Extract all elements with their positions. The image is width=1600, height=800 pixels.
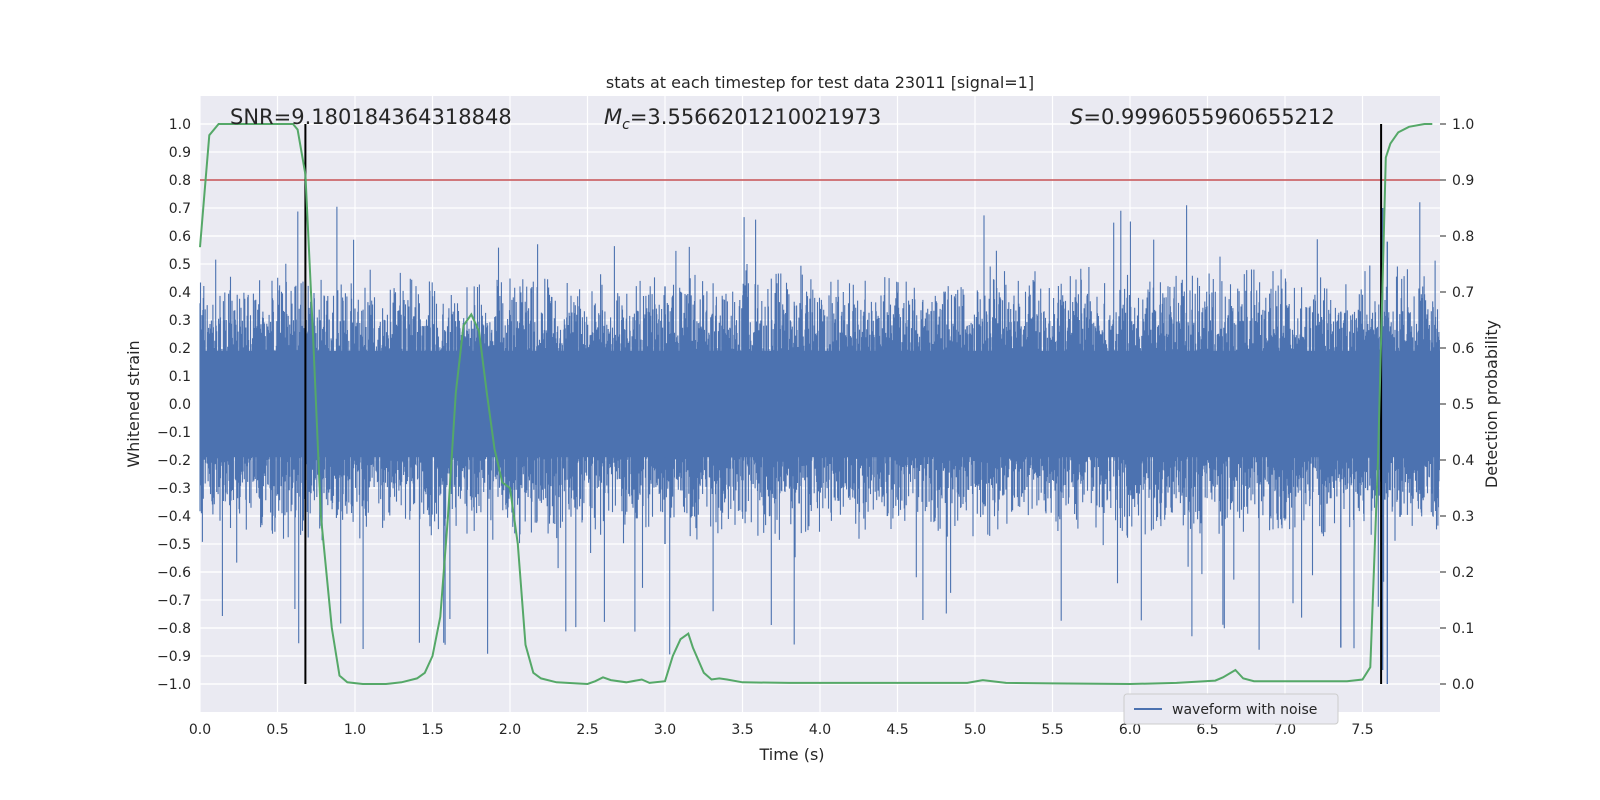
y2-tick-label: 0.8 bbox=[1452, 229, 1474, 245]
y-tick-label: −0.4 bbox=[157, 509, 191, 525]
chart-title: stats at each timestep for test data 230… bbox=[606, 73, 1034, 92]
x-tick-label: 6.0 bbox=[1119, 722, 1141, 738]
y-axis-label: Whitened strain bbox=[124, 340, 143, 467]
y-tick-label: 0.7 bbox=[169, 201, 191, 217]
x-tick-label: 7.5 bbox=[1351, 722, 1373, 738]
y-tick-label: 0.0 bbox=[169, 397, 191, 413]
x-tick-label: 5.0 bbox=[964, 722, 986, 738]
y-tick-label: 0.6 bbox=[169, 229, 191, 245]
x-tick-label: 5.5 bbox=[1041, 722, 1063, 738]
y2-axis-label: Detection probability bbox=[1482, 320, 1501, 488]
y-tick-label: 0.2 bbox=[169, 341, 191, 357]
y-tick-label: 0.4 bbox=[169, 285, 191, 301]
y-tick-label: 0.3 bbox=[169, 313, 191, 329]
x-tick-label: 0.0 bbox=[189, 722, 211, 738]
y2-tick-label: 0.6 bbox=[1452, 341, 1474, 357]
y-tick-label: 0.9 bbox=[169, 145, 191, 161]
snr-annotation: SNR=9.180184364318848 bbox=[230, 105, 512, 129]
x-tick-label: 3.0 bbox=[654, 722, 676, 738]
y2-tick-label: 0.7 bbox=[1452, 285, 1474, 301]
y-tick-label: −1.0 bbox=[157, 677, 191, 693]
y-tick-label: −0.8 bbox=[157, 621, 191, 637]
overlay bbox=[199, 123, 1440, 686]
y2-tick-label: 0.0 bbox=[1452, 677, 1474, 693]
axes: 0.0 0.5 1.0 1.5 2.0 2.5 3.0 3.5 4.0 4.5 5.0 5.5 6.0 6… bbox=[157, 117, 1474, 738]
y-tick-label: −0.1 bbox=[157, 425, 191, 441]
x-axis-label: Time (s) bbox=[758, 745, 824, 764]
y-tick-label: −0.7 bbox=[157, 593, 191, 609]
detection-probability-line bbox=[199, 123, 1433, 686]
legend-box bbox=[1123, 693, 1339, 725]
y-tick-label: 0.8 bbox=[169, 173, 191, 189]
x-tick-label: 4.0 bbox=[809, 722, 831, 738]
y2-tick-label: 0.3 bbox=[1452, 509, 1474, 525]
x-tick-label: 2.0 bbox=[499, 722, 521, 738]
y-tick-label: −0.3 bbox=[157, 481, 191, 497]
y-tick-label: 0.1 bbox=[169, 369, 191, 385]
y2-tick-label: 0.1 bbox=[1452, 621, 1474, 637]
x-tick-label: 6.5 bbox=[1196, 722, 1218, 738]
x-tick-label: 7.0 bbox=[1274, 722, 1296, 738]
y-tick-label: −0.9 bbox=[157, 649, 191, 665]
x-tick-label: 3.5 bbox=[731, 722, 753, 738]
y-tick-label: 1.0 bbox=[169, 117, 191, 133]
y2-tick-label: 0.2 bbox=[1452, 565, 1474, 581]
y-tick-label: −0.5 bbox=[157, 537, 191, 553]
score-annotation: S=0.9996055960655212 bbox=[1070, 105, 1335, 129]
y2-tick-label: 1.0 bbox=[1452, 117, 1474, 133]
chirp-mass-annotation: Mc=3.5566201210021973 bbox=[604, 105, 881, 133]
legend: waveform with noise bbox=[1123, 693, 1339, 725]
x-tick-label: 1.5 bbox=[421, 722, 443, 738]
x-tick-label: 1.0 bbox=[344, 722, 366, 738]
waveform-series bbox=[199, 202, 1440, 684]
x-tick-label: 0.5 bbox=[266, 722, 288, 738]
x-tick-label: 4.5 bbox=[886, 722, 908, 738]
y2-tick-label: 0.4 bbox=[1452, 453, 1474, 469]
y-tick-label: −0.6 bbox=[157, 565, 191, 581]
legend-label-waveform: waveform with noise bbox=[1172, 702, 1317, 718]
y-tick-label: −0.2 bbox=[157, 453, 191, 469]
y2-tick-label: 0.9 bbox=[1452, 173, 1474, 189]
y-tick-label: 0.5 bbox=[169, 257, 191, 273]
waveform-core bbox=[200, 350, 1440, 458]
y2-tick-label: 0.5 bbox=[1452, 397, 1474, 413]
x-tick-label: 2.5 bbox=[576, 722, 598, 738]
